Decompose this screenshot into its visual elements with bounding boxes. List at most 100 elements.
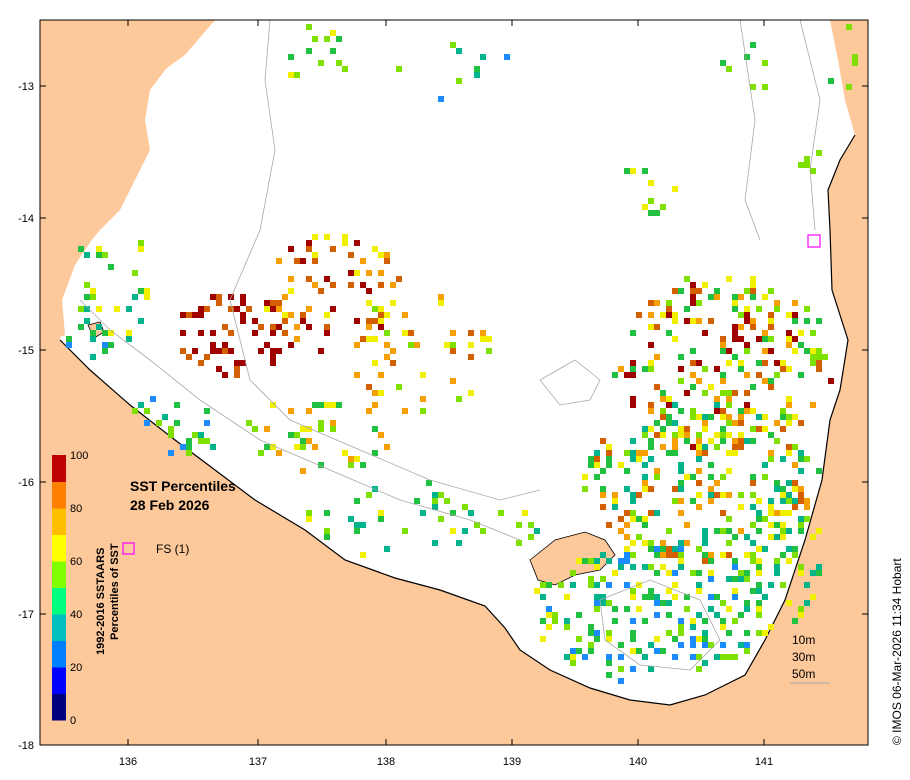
sst-pixel (624, 372, 630, 378)
sst-pixel (684, 540, 690, 546)
sst-pixel (726, 276, 732, 282)
sst-pixel (792, 462, 798, 468)
sst-pixel (744, 600, 750, 606)
sst-pixel (648, 588, 654, 594)
sst-pixel (780, 360, 786, 366)
sst-pixel (786, 444, 792, 450)
sst-pixel (294, 258, 300, 264)
sst-pixel (360, 282, 366, 288)
sst-pixel (798, 606, 804, 612)
sst-pixel (768, 378, 774, 384)
sst-pixel (156, 420, 162, 426)
x-tick-label: 140 (629, 756, 647, 768)
sst-pixel (450, 342, 456, 348)
sst-pixel (768, 324, 774, 330)
sst-pixel (372, 402, 378, 408)
sst-pixel (432, 498, 438, 504)
sst-pixel (552, 618, 558, 624)
sst-pixel (708, 318, 714, 324)
sst-pixel (438, 294, 444, 300)
sst-pixel (702, 366, 708, 372)
sst-pixel (612, 504, 618, 510)
sst-pixel (594, 558, 600, 564)
depth-label-30m: 30m (792, 650, 815, 664)
sst-pixel (528, 522, 534, 528)
sst-pixel (210, 294, 216, 300)
sst-pixel (264, 300, 270, 306)
sst-pixel (564, 624, 570, 630)
sst-pixel (396, 384, 402, 390)
sst-pixel (708, 414, 714, 420)
sst-pixel (852, 60, 858, 66)
sst-pixel (696, 468, 702, 474)
sst-pixel (534, 528, 540, 534)
sst-pixel (444, 342, 450, 348)
sst-pixel (714, 528, 720, 534)
sst-pixel (636, 492, 642, 498)
sst-pixel (672, 432, 678, 438)
sst-pixel (732, 294, 738, 300)
sst-pixel (600, 552, 606, 558)
sst-pixel (618, 528, 624, 534)
sst-pixel (174, 402, 180, 408)
sst-pixel (744, 312, 750, 318)
sst-pixel (312, 258, 318, 264)
sst-pixel (318, 426, 324, 432)
sst-pixel (330, 282, 336, 288)
sst-pixel (690, 498, 696, 504)
sst-pixel (744, 438, 750, 444)
sst-pixel (750, 540, 756, 546)
y-tick-label: -14 (18, 213, 34, 225)
sst-pixel (270, 330, 276, 336)
sst-pixel (402, 330, 408, 336)
sst-pixel (324, 510, 330, 516)
sst-pixel (144, 408, 150, 414)
sst-pixel (726, 348, 732, 354)
sst-pixel (732, 420, 738, 426)
sst-pixel (696, 432, 702, 438)
sst-pixel (696, 570, 702, 576)
sst-pixel (642, 522, 648, 528)
sst-pixel (648, 444, 654, 450)
sst-pixel (738, 612, 744, 618)
sst-pixel (648, 546, 654, 552)
sst-pixel (360, 462, 366, 468)
sst-pixel (438, 96, 444, 102)
sst-pixel (720, 414, 726, 420)
sst-pixel (378, 372, 384, 378)
sst-pixel (828, 378, 834, 384)
sst-pixel (648, 300, 654, 306)
sst-pixel (630, 510, 636, 516)
sst-pixel (594, 456, 600, 462)
sst-pixel (216, 366, 222, 372)
sst-pixel (324, 528, 330, 534)
sst-pixel (678, 366, 684, 372)
sst-pixel (786, 450, 792, 456)
sst-pixel (690, 618, 696, 624)
sst-pixel (672, 594, 678, 600)
sst-pixel (822, 354, 828, 360)
sst-pixel (654, 648, 660, 654)
sst-pixel (294, 336, 300, 342)
sst-pixel (678, 354, 684, 360)
sst-pixel (372, 246, 378, 252)
sst-pixel (750, 84, 756, 90)
sst-pixel (552, 612, 558, 618)
sst-pixel (732, 654, 738, 660)
sst-pixel (78, 246, 84, 252)
sst-pixel (270, 444, 276, 450)
sst-pixel (786, 330, 792, 336)
sst-pixel (624, 582, 630, 588)
sst-pixel (732, 588, 738, 594)
sst-pixel (684, 594, 690, 600)
sst-pixel (384, 258, 390, 264)
sst-pixel (342, 234, 348, 240)
sst-pixel (780, 426, 786, 432)
sst-pixel (342, 450, 348, 456)
sst-pixel (630, 402, 636, 408)
sst-pixel (780, 498, 786, 504)
sst-pixel (204, 306, 210, 312)
sst-pixel (600, 486, 606, 492)
sst-pixel (756, 612, 762, 618)
sst-pixel (372, 306, 378, 312)
